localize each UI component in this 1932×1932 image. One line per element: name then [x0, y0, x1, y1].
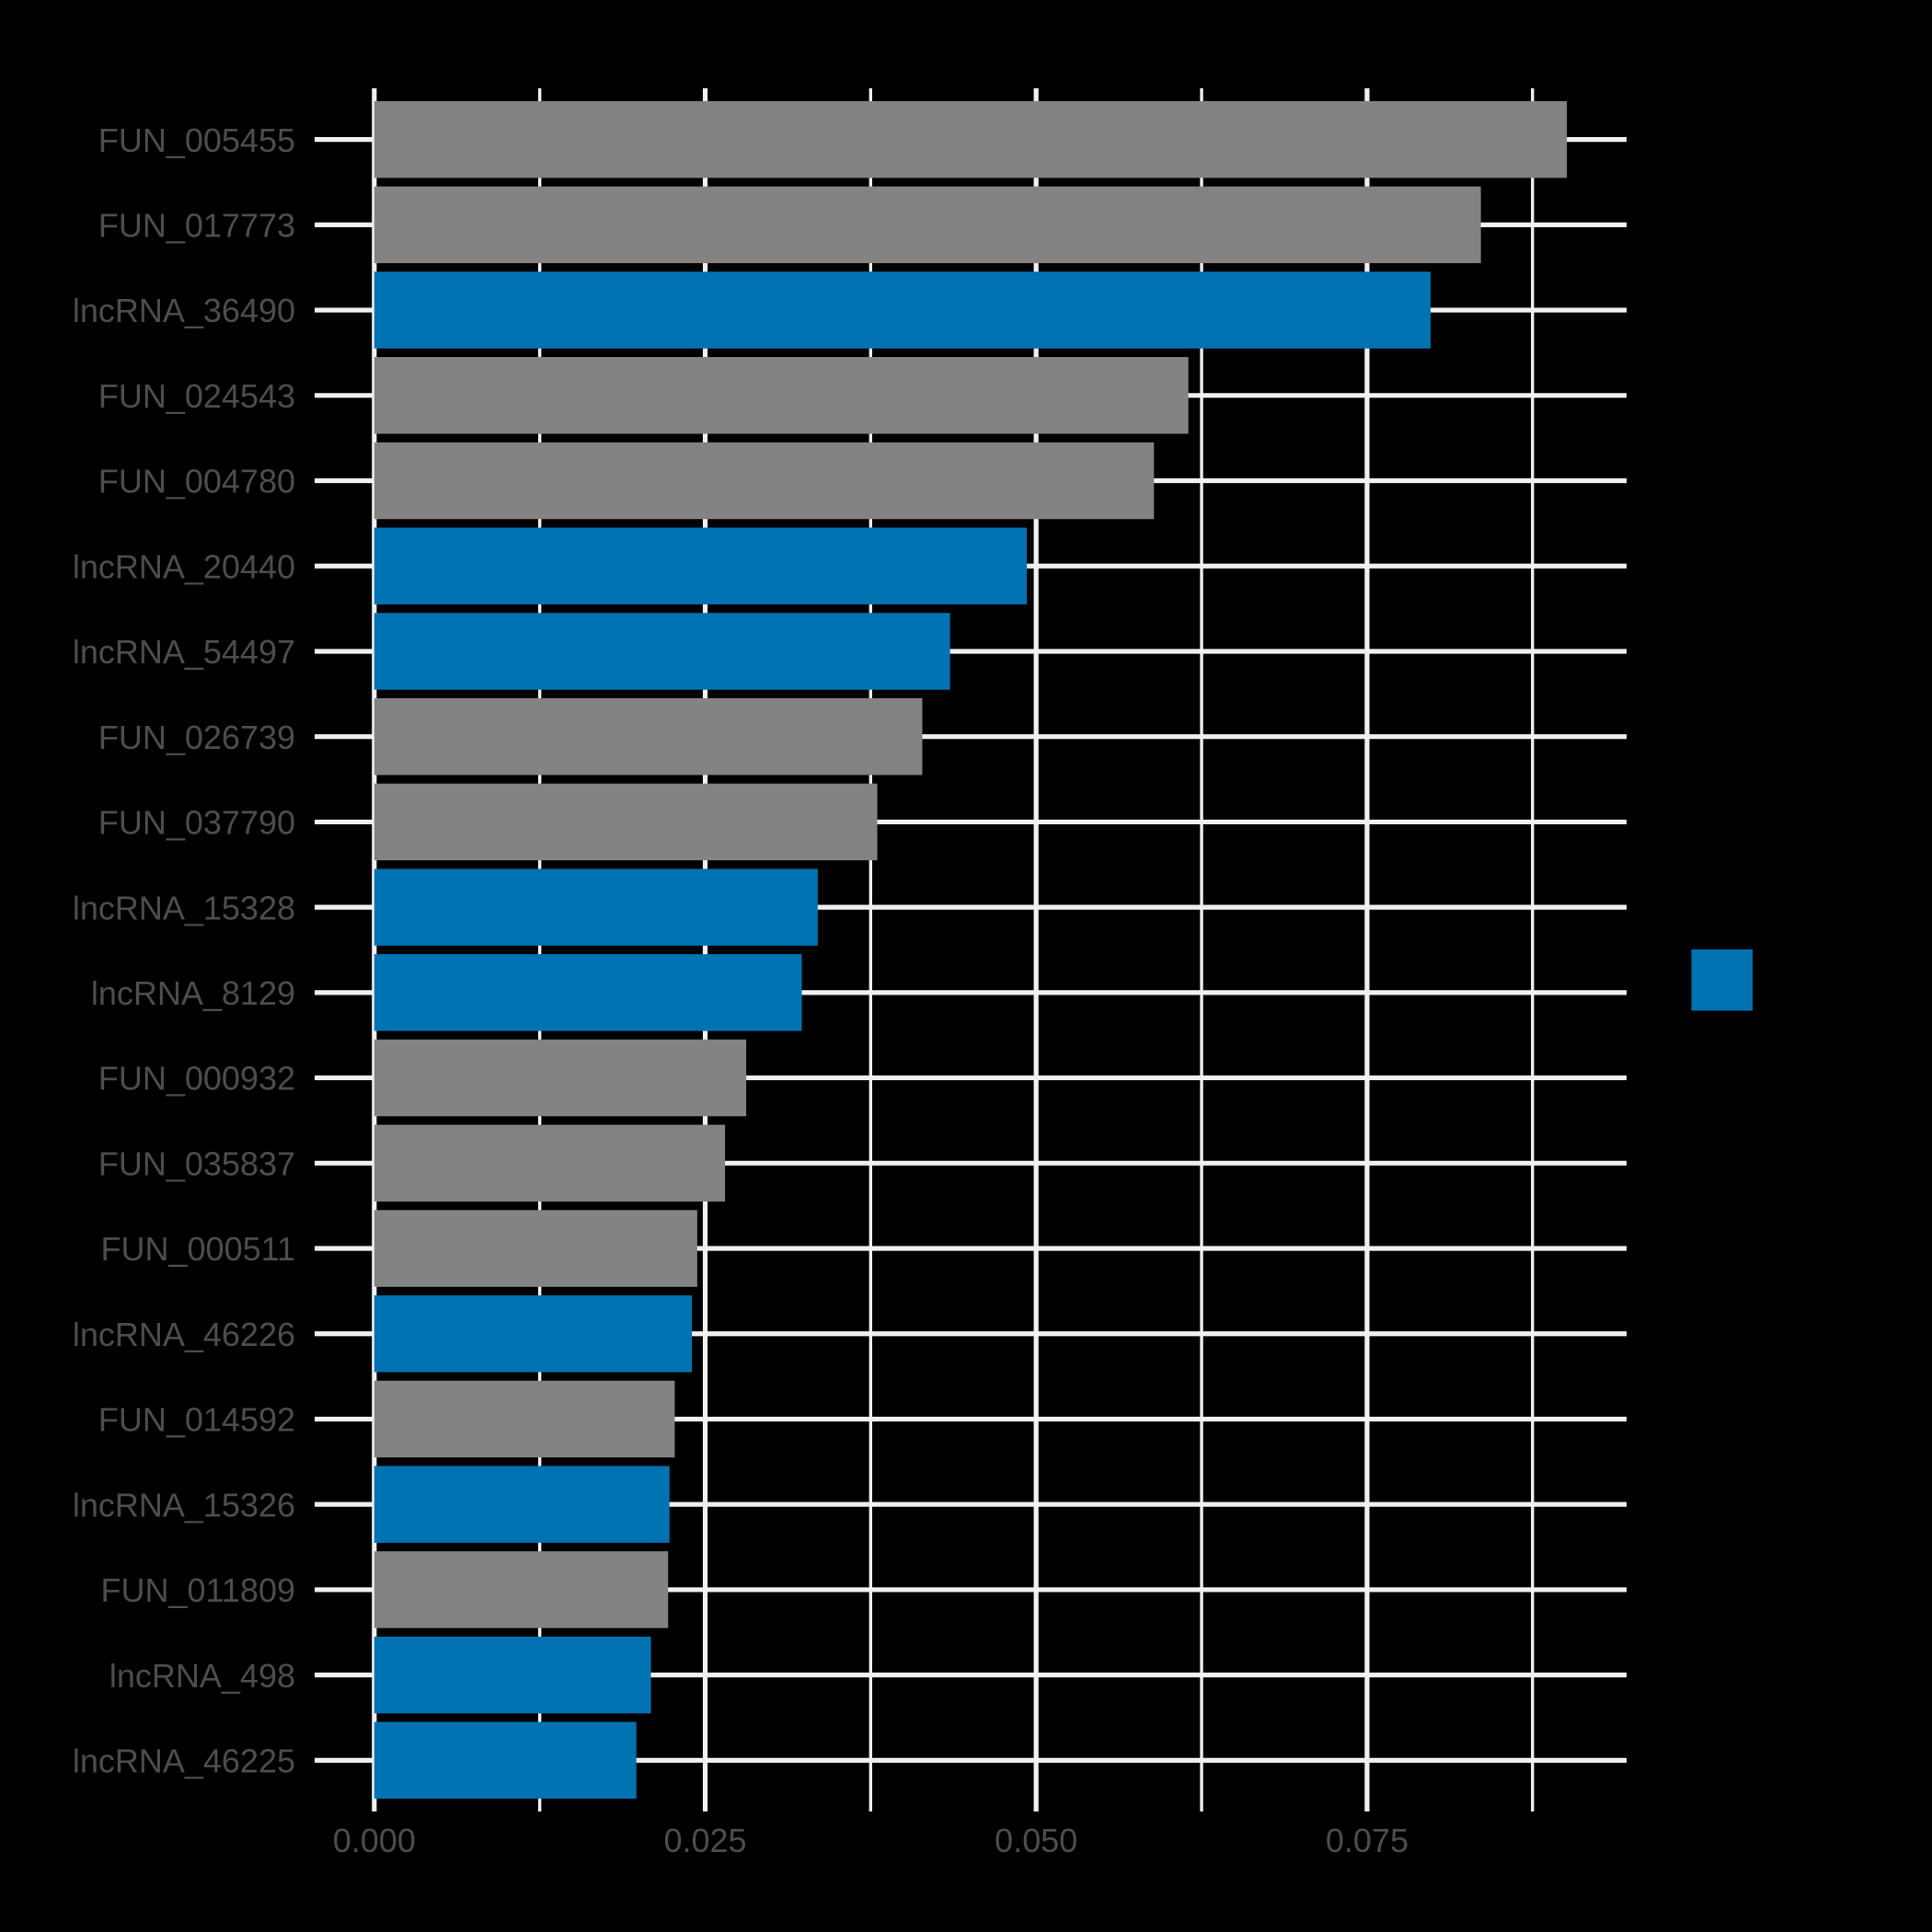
bar-lncRNA_498 [374, 1636, 651, 1714]
bar-FUN_017773 [374, 186, 1481, 264]
bar-FUN_035837 [374, 1124, 726, 1202]
y-axis-label-lncRNA_46226: lncRNA_46226 [73, 1316, 295, 1353]
bar-FUN_011809 [374, 1551, 669, 1628]
y-axis-label-lncRNA_54497: lncRNA_54497 [73, 633, 295, 671]
y-axis-label-lncRNA_15328: lncRNA_15328 [73, 889, 295, 926]
x-axis-label-0.025: 0.025 [663, 1822, 746, 1859]
bar-FUN_014592 [374, 1380, 675, 1458]
legend-key-swatch [1691, 949, 1753, 1011]
y-axis-label-FUN_017773: FUN_017773 [98, 206, 295, 244]
bar-FUN_024543 [374, 357, 1189, 434]
y-axis-label-FUN_014592: FUN_014592 [98, 1401, 295, 1439]
y-axis-label-FUN_005455: FUN_005455 [98, 121, 295, 159]
y-axis-label-FUN_037790: FUN_037790 [98, 804, 295, 842]
bar-FUN_026739 [374, 697, 923, 776]
bar-lncRNA_20440 [374, 527, 1028, 604]
y-axis-label-FUN_011809: FUN_011809 [101, 1571, 295, 1609]
bar-lncRNA_46226 [374, 1295, 693, 1373]
y-axis-label-FUN_026739: FUN_026739 [98, 719, 295, 756]
y-axis-label-lncRNA_498: lncRNA_498 [109, 1657, 295, 1695]
bar-lncRNA_36490 [374, 271, 1431, 349]
y-axis-label-lncRNA_36490: lncRNA_36490 [73, 292, 295, 329]
x-axis-label-0.075: 0.075 [1326, 1822, 1409, 1859]
y-axis-label-lncRNA_8129: lncRNA_8129 [91, 974, 295, 1012]
bar-FUN_037790 [374, 783, 878, 861]
bar-lncRNA_15326 [374, 1466, 670, 1543]
bar-FUN_004780 [374, 442, 1155, 520]
bar-lncRNA_15328 [374, 868, 818, 946]
y-axis-label-lncRNA_46225: lncRNA_46225 [73, 1742, 295, 1780]
y-axis-label-FUN_004780: FUN_004780 [98, 463, 295, 500]
bar-lncRNA_46225 [374, 1721, 637, 1800]
y-axis-label-FUN_000932: FUN_000932 [98, 1060, 295, 1098]
y-axis-label-FUN_024543: FUN_024543 [98, 377, 295, 415]
bar-lncRNA_54497 [374, 613, 950, 690]
x-axis-label-0.000: 0.000 [333, 1822, 416, 1859]
y-axis-label-FUN_000511: FUN_000511 [101, 1230, 295, 1268]
y-axis-label-lncRNA_15326: lncRNA_15326 [73, 1486, 295, 1524]
bar-FUN_000511 [374, 1210, 697, 1287]
bar-FUN_000932 [374, 1039, 747, 1117]
bar-FUN_005455 [374, 100, 1568, 178]
x-axis-label-0.050: 0.050 [995, 1822, 1077, 1859]
y-axis-label-FUN_035837: FUN_035837 [98, 1144, 295, 1182]
bar-lncRNA_8129 [374, 954, 802, 1031]
y-axis-label-lncRNA_20440: lncRNA_20440 [73, 547, 295, 585]
